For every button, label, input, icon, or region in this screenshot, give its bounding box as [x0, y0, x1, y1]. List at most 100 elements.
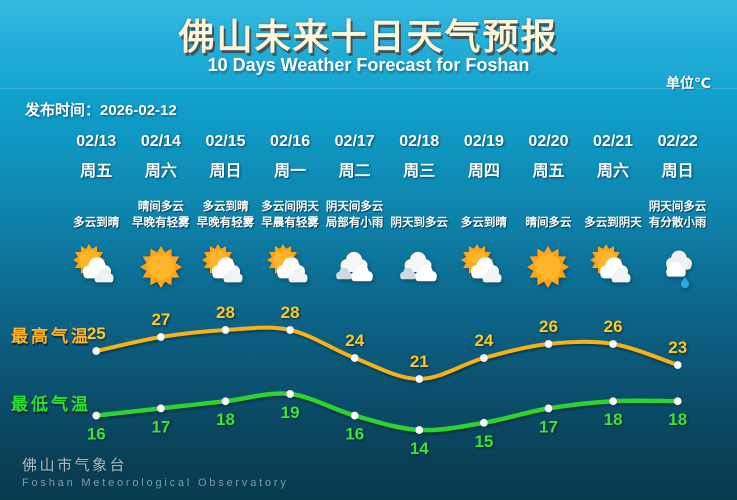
weather-description-line: 早晚有轻雾 [196, 216, 255, 229]
weekday-label: 周五 [532, 163, 565, 180]
high-temp-value: 23 [668, 338, 687, 357]
data-point-marker [608, 339, 618, 349]
weather-description: 多云到晴 早晚有轻雾 [197, 200, 255, 231]
data-point-marker [156, 403, 166, 413]
weather-description-line: 多云到晴 [460, 216, 507, 229]
weather-description: 多云到晴 [461, 200, 507, 231]
low-temp-value: 19 [281, 403, 300, 422]
date-label: 02/15 [205, 133, 246, 150]
weather-description-line: 局部有小雨 [325, 216, 384, 229]
page-subtitle: 10 Days Weather Forecast for Foshan [207, 55, 530, 75]
high-temp-value: 28 [216, 303, 235, 322]
data-point-marker [673, 396, 683, 406]
day-column: 02/17 周二 阴天间多云 局部有小雨 [322, 131, 387, 291]
header-gloss-band [0, 0, 737, 89]
day-columns: 02/13 周五 多云到晴 02/14 周六 晴间多云 早晚有轻雾 02/15 周… [64, 131, 710, 291]
day-column: 02/18 周三 阴天到多云 [387, 131, 452, 291]
high-temp-value: 24 [474, 331, 493, 350]
data-point-marker [221, 396, 230, 406]
date-label: 02/18 [399, 133, 440, 150]
low-temp-value: 14 [410, 439, 429, 458]
data-point-marker [285, 325, 295, 335]
weather-description: 阴天到多云 [391, 200, 449, 231]
sun-cloud-icon [201, 243, 249, 291]
high-temp-value: 26 [604, 317, 623, 336]
date-label: 02/13 [76, 133, 117, 150]
weather-description: 阴天间多云局部有小雨 [326, 200, 384, 231]
weather-description: 晴间多云 早晚有轻雾 [132, 200, 190, 231]
weather-description: 晴间多云 [525, 200, 571, 231]
weather-description: 阴天间多云有分散小雨 [649, 200, 707, 231]
weather-description-line: 早晚有轻雾 [132, 216, 190, 229]
weekday-label: 周一 [274, 163, 307, 180]
day-column: 02/22 周日 阴天间多云 有分散小雨 [645, 131, 710, 291]
data-point-marker [544, 339, 553, 349]
data-point-marker [414, 374, 424, 384]
weather-description: 多云间阴天早晨有轻雾 [261, 200, 319, 231]
high-temp-line [94, 325, 680, 382]
sun-cloud-icon [266, 243, 314, 291]
low-temp-series-label: 最低气温 [11, 395, 91, 414]
low-temp-value: 18 [668, 410, 687, 429]
observatory-name-cn: 佛山市气象台 [22, 457, 128, 474]
weather-description-line: 多云到晴 [73, 216, 120, 229]
sun-icon [524, 243, 572, 291]
weekday-label: 周五 [80, 163, 113, 180]
data-point-marker [544, 403, 553, 413]
day-column: 02/16 周一 多云间阴天 早晨有轻雾 [258, 131, 323, 291]
weather-description: 多云到阴天 [584, 200, 642, 231]
data-point-marker [608, 396, 618, 406]
data-point-marker [285, 389, 295, 399]
high-temp-value: 21 [410, 352, 429, 371]
day-column: 02/13 周五 多云到晴 [64, 131, 129, 291]
data-point-marker [221, 325, 230, 335]
weather-description-line: 有分散小雨 [648, 216, 707, 229]
weather-description-line: 阴天间多云 [648, 201, 707, 213]
sun-cloud-icon [72, 243, 120, 291]
high-temp-value: 24 [345, 331, 364, 350]
weather-description: 多云到晴 [73, 200, 119, 231]
sun-cloud-icon [460, 243, 508, 291]
data-point-marker [350, 411, 360, 421]
cloudy-icon [395, 243, 443, 291]
data-point-marker [673, 360, 683, 370]
weather-description-line: 多云到晴 [202, 201, 249, 213]
low-temp-value: 17 [151, 417, 170, 436]
weather-description-line: 阴天到多云 [390, 216, 449, 229]
high-temp-value: 27 [151, 310, 170, 329]
data-point-marker [156, 332, 166, 342]
data-point-marker [479, 353, 489, 363]
rain-icon [654, 243, 702, 291]
date-label: 02/20 [528, 133, 569, 150]
weather-description-line: 早晨有轻雾 [261, 216, 319, 229]
low-temp-value: 16 [345, 425, 364, 444]
date-label: 02/21 [593, 133, 634, 150]
day-column: 02/14 周六 晴间多云 早晚有轻雾 [129, 131, 194, 291]
weather-description-line: 多云间阴天 [261, 201, 319, 213]
weekday-label: 周二 [338, 163, 371, 180]
weather-description-line: 阴天间多云 [325, 201, 384, 213]
date-label: 02/14 [140, 133, 181, 150]
sun-icon [137, 243, 185, 291]
low-temp-value: 15 [474, 432, 493, 451]
weekday-label: 周三 [403, 163, 436, 180]
date-label: 02/22 [657, 133, 698, 150]
low-temp-value: 18 [216, 410, 235, 429]
data-point-marker [414, 425, 424, 435]
page-title: 佛山未来十日天气预报 [178, 16, 559, 57]
data-point-marker [91, 346, 101, 356]
weekday-label: 周六 [144, 163, 177, 180]
day-column: 02/21 周六 多云到阴天 [581, 131, 646, 291]
high-temp-value: 26 [539, 317, 558, 336]
weather-description-line: 晴间多云 [525, 216, 572, 229]
sun-cloud-icon [589, 243, 637, 291]
low-temp-value: 16 [87, 425, 106, 444]
observatory-name-en: Foshan Meteorological Observatory [22, 477, 289, 489]
data-point-marker [350, 353, 360, 363]
day-column: 02/15 周日 多云到晴 早晚有轻雾 [193, 131, 258, 291]
low-temp-line [94, 391, 680, 433]
publish-time: 发布时间：2026-02-12 [25, 102, 177, 119]
date-label: 02/19 [463, 133, 504, 150]
day-column: 02/19 周四 多云到晴 [452, 131, 517, 291]
